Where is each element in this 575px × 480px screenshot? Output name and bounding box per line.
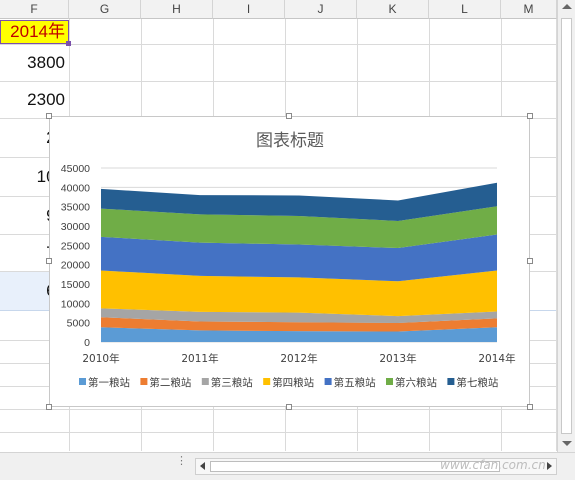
- x-tick-label: 2011年: [181, 352, 218, 365]
- chart-object[interactable]: 图表标题 0 5000 10000 15000 20000 25000 30000 35000…: [46, 113, 533, 410]
- cell-f-row-1[interactable]: 3800: [27, 53, 65, 72]
- y-tick-label: 35000: [61, 202, 90, 214]
- column-header-f[interactable]: F: [0, 0, 69, 19]
- vertical-scroll-thumb[interactable]: [561, 18, 572, 434]
- scroll-up-arrow-icon[interactable]: [562, 4, 572, 9]
- legend-swatch: [447, 378, 455, 385]
- area-series-7: [101, 182, 497, 221]
- legend-label: 第三粮站: [211, 376, 253, 389]
- legend-swatch: [324, 378, 332, 385]
- area-series-5: [101, 234, 497, 282]
- scroll-down-arrow-icon[interactable]: [562, 441, 572, 446]
- y-tick-label: 5000: [67, 318, 91, 330]
- legend-label: 第四粮站: [272, 376, 314, 389]
- stacked-area-chart: 图表标题 0 5000 10000 15000 20000 25000 30000 35000…: [61, 131, 516, 389]
- chart-title: 图表标题: [256, 131, 324, 151]
- y-tick-label: 40000: [61, 182, 90, 194]
- column-header-k[interactable]: K: [357, 0, 429, 19]
- resize-handle-top-right[interactable]: [527, 113, 533, 119]
- legend-swatch: [386, 378, 393, 385]
- x-tick-label: 2014年: [478, 352, 515, 365]
- resize-handle-top-left[interactable]: [46, 113, 52, 119]
- area-series-3: [101, 308, 497, 324]
- legend-swatch: [201, 378, 209, 385]
- cell-f-row-2[interactable]: 2300: [27, 90, 65, 109]
- legend-swatch: [263, 378, 271, 385]
- legend-label: 第六粮站: [395, 376, 437, 389]
- y-tick-label: 45000: [61, 163, 90, 175]
- area-series-6: [101, 206, 497, 249]
- selection-handle[interactable]: [66, 41, 71, 46]
- area-series-2: [101, 317, 497, 332]
- resize-handle-left[interactable]: [46, 258, 52, 264]
- scroll-right-arrow-icon[interactable]: [547, 462, 552, 470]
- legend-label: 第五粮站: [334, 376, 376, 389]
- legend-swatch: [79, 378, 86, 385]
- cell-f-header[interactable]: 2014年: [0, 20, 69, 44]
- column-header-m[interactable]: M: [501, 0, 557, 19]
- resize-handle-top[interactable]: [286, 113, 292, 119]
- y-tick-label: 25000: [61, 240, 90, 252]
- y-tick-label: 15000: [61, 279, 90, 291]
- scroll-left-arrow-icon[interactable]: [200, 462, 205, 470]
- x-tick-label: 2010年: [82, 352, 119, 365]
- x-tick-label: 2012年: [280, 352, 317, 365]
- column-header-h[interactable]: H: [141, 0, 213, 19]
- y-tick-label: 0: [84, 337, 90, 349]
- resize-handle-bottom-left[interactable]: [46, 404, 52, 410]
- watermark: www.cfan.com.cn: [440, 458, 546, 472]
- legend-label: 第一粮站: [88, 376, 130, 389]
- area-series-1: [101, 327, 497, 342]
- horizontal-scrollbar[interactable]: [195, 458, 557, 475]
- y-tick-label: 10000: [61, 298, 90, 310]
- resize-handle-bottom[interactable]: [286, 404, 292, 410]
- horizontal-scroll-thumb[interactable]: [210, 461, 500, 472]
- column-header-j[interactable]: J: [285, 0, 357, 19]
- resize-handle-bottom-right[interactable]: [527, 404, 533, 410]
- y-tick-label: 30000: [61, 221, 90, 233]
- x-tick-label: 2013年: [379, 352, 416, 365]
- bottom-bar: ⋮ www.cfan.com.cn: [0, 452, 575, 480]
- column-header-g[interactable]: G: [69, 0, 141, 19]
- legend-swatch: [140, 378, 148, 385]
- legend-label: 第二粮站: [149, 376, 191, 389]
- split-handle-icon[interactable]: ⋮: [176, 455, 187, 467]
- vertical-scrollbar[interactable]: [557, 0, 575, 452]
- area-series-4: [101, 270, 497, 317]
- legend-label: 第七粮站: [456, 376, 498, 389]
- resize-handle-right[interactable]: [527, 258, 533, 264]
- column-header-i[interactable]: I: [213, 0, 285, 19]
- y-tick-label: 20000: [61, 260, 90, 272]
- column-header-l[interactable]: L: [429, 0, 501, 19]
